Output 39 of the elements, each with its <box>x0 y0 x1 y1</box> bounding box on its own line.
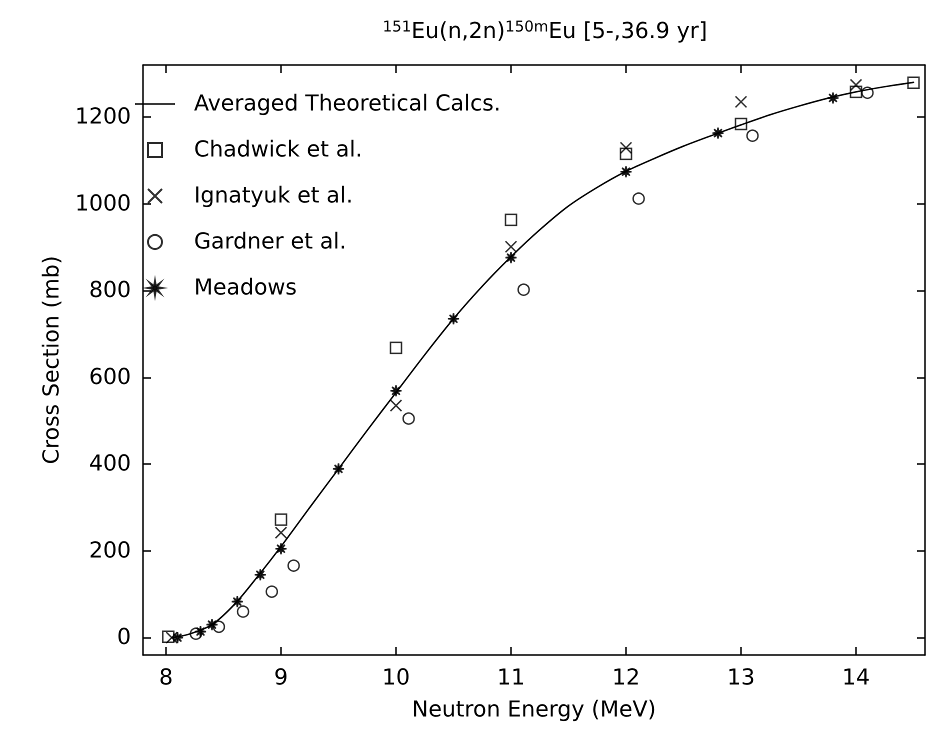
y-tick-label: 1000 <box>75 191 131 216</box>
y-tick-label: 400 <box>89 452 131 477</box>
point <box>632 192 645 205</box>
x-axis-title: Neutron Energy (MeV) <box>412 698 656 722</box>
point <box>166 631 178 644</box>
x-tick-label: 10 <box>382 666 410 690</box>
point <box>517 283 530 296</box>
x-tick-label: 13 <box>727 666 755 690</box>
point <box>274 526 288 539</box>
point <box>907 76 920 90</box>
point <box>287 559 300 572</box>
y-tick-label: 600 <box>89 364 131 390</box>
point <box>746 129 759 142</box>
y-tick-label: 800 <box>89 278 131 304</box>
x-tick-label: 8 <box>159 666 173 690</box>
point <box>266 585 278 598</box>
x-tick-label: 11 <box>497 666 525 690</box>
x-tick-label: 12 <box>612 666 640 690</box>
legend-label: Averaged Theoretical Calcs. <box>194 92 501 116</box>
y-tick-label: 0 <box>117 625 131 650</box>
legend-label: Gardner et al. <box>194 230 346 254</box>
point <box>734 96 748 108</box>
y-axis-title: Cross Section (mb) <box>40 256 64 464</box>
x-tick-label: 9 <box>274 666 288 690</box>
point <box>402 412 415 425</box>
point <box>274 513 288 526</box>
point <box>504 214 518 226</box>
point <box>390 342 402 354</box>
y-tick-label: 1200 <box>75 104 131 130</box>
point <box>236 605 250 618</box>
legend-label: Ignatyuk et al. <box>194 184 353 208</box>
x-tick-label: 14 <box>842 666 870 690</box>
y-tick-label: 200 <box>89 538 131 564</box>
point <box>620 142 632 154</box>
point <box>504 240 518 254</box>
legend-label: Chadwick et al. <box>194 138 362 162</box>
point <box>390 399 402 412</box>
point <box>850 78 862 92</box>
legend-label: Meadows <box>194 276 297 300</box>
